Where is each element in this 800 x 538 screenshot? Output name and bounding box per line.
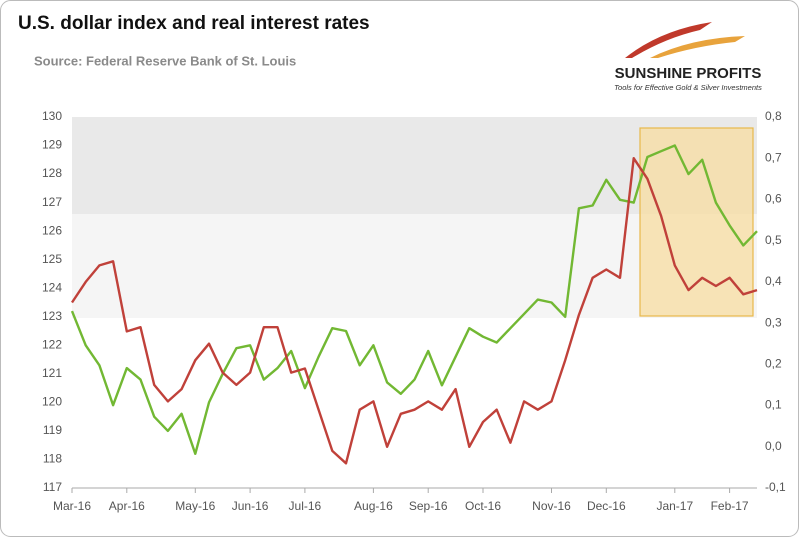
- y-tick-label: 124: [42, 280, 62, 294]
- line-series: [71, 157, 758, 465]
- y2-tick-label: 0,7: [765, 150, 782, 164]
- x-tick-label: May-16: [175, 499, 215, 513]
- y-tick-label: 127: [42, 195, 62, 209]
- x-tick-label: Jun-16: [232, 499, 269, 513]
- y2-tick-label: 0,5: [765, 233, 782, 247]
- y-tick-label: 121: [42, 366, 62, 380]
- y-tick-label: 129: [42, 138, 62, 152]
- y-tick-label: 126: [42, 223, 62, 237]
- y2-tick-label: 0,8: [765, 109, 782, 123]
- y-tick-label: 122: [42, 337, 62, 351]
- logo: SUNSHINE PROFITS Tools for Effective Gol…: [614, 22, 762, 92]
- y-tick-label: 123: [42, 309, 62, 323]
- y2-tick-label: -0,1: [765, 480, 786, 494]
- y-tick-label: 130: [42, 109, 62, 123]
- y2-tick-label: 0,0: [765, 439, 782, 453]
- x-tick-label: Jul-16: [289, 499, 322, 513]
- logo-tagline: Tools for Effective Gold & Silver Invest…: [614, 83, 762, 92]
- y2-tick-label: 0,4: [765, 274, 782, 288]
- x-tick-label: Oct-16: [465, 499, 501, 513]
- logo-swoosh: [625, 22, 712, 58]
- y-tick-label: 119: [43, 423, 62, 437]
- x-tick-label: Nov-16: [532, 499, 571, 513]
- y2-tick-label: 0,1: [765, 398, 782, 412]
- logo-name: SUNSHINE PROFITS: [615, 65, 762, 82]
- x-tick-label: Apr-16: [109, 499, 145, 513]
- x-tick-label: Dec-16: [587, 499, 626, 513]
- y2-tick-label: 0,3: [765, 315, 782, 329]
- y-tick-label: 120: [42, 395, 62, 409]
- y-tick-label: 117: [43, 480, 62, 494]
- x-tick-label: Feb-17: [711, 499, 749, 513]
- x-tick-label: Sep-16: [409, 499, 448, 513]
- x-tick-label: Aug-16: [354, 499, 393, 513]
- y2-tick-label: 0,2: [765, 357, 782, 371]
- chart-title: U.S. dollar index and real interest rate…: [18, 13, 370, 34]
- chart-subtitle: Source: Federal Reserve Bank of St. Loui…: [34, 53, 296, 68]
- y-tick-label: 118: [43, 452, 62, 466]
- y2-tick-label: 0,6: [765, 192, 782, 206]
- y-tick-label: 125: [42, 252, 62, 266]
- logo-swoosh: [650, 36, 745, 58]
- highlight-box: [639, 127, 754, 317]
- x-tick-label: Jan-17: [656, 499, 693, 513]
- x-tick-label: Mar-16: [53, 499, 91, 513]
- y-tick-label: 128: [42, 166, 62, 180]
